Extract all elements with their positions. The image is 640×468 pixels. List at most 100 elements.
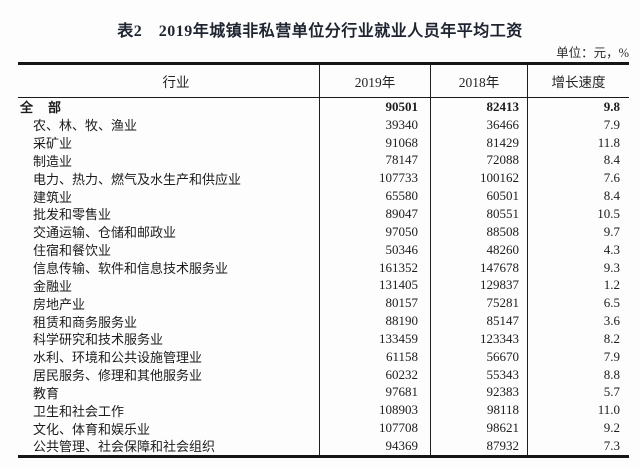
header-growth: 增长速度 <box>527 65 629 97</box>
industry-cell: 电力、热力、燃气及水生产和供应业 <box>33 171 242 187</box>
table-row: 居民服务、修理和其他服务业 60232 55343 8.8 <box>18 365 629 384</box>
table-row: 房地产业 80157 75281 6.5 <box>18 294 629 313</box>
value-2018-cell: 82413 <box>430 98 527 116</box>
table-row: 采矿业 91068 81429 11.8 <box>18 133 629 152</box>
value-2019-cell: 50346 <box>319 240 430 259</box>
value-2019-cell: 108903 <box>319 401 430 420</box>
table-row: 水利、环境和公共设施管理业 61158 56670 7.9 <box>18 347 629 366</box>
industry-cell: 全 部 <box>20 100 63 116</box>
industry-cell: 金融业 <box>33 278 73 294</box>
value-2018-cell: 72088 <box>430 151 527 170</box>
growth-cell: 7.9 <box>527 347 629 366</box>
growth-cell: 1.2 <box>527 276 629 295</box>
value-2019-cell: 65580 <box>319 187 430 206</box>
industry-cell: 教育 <box>33 385 60 401</box>
growth-cell: 8.4 <box>527 151 629 170</box>
table-header-row: 行业 2019年 2018年 增长速度 <box>18 65 629 98</box>
header-2018: 2018年 <box>430 65 527 97</box>
table-row-total: 全 部 90501 82413 9.8 <box>18 98 629 116</box>
value-2019-cell: 78147 <box>319 151 430 170</box>
value-2018-cell: 100162 <box>430 169 527 188</box>
value-2019-cell: 107708 <box>319 419 430 438</box>
value-2019-cell: 89047 <box>319 205 430 223</box>
value-2018-cell: 98118 <box>430 401 527 420</box>
value-2019-cell: 131405 <box>319 276 430 295</box>
value-2019-cell: 60232 <box>319 365 430 384</box>
growth-cell: 3.6 <box>527 312 629 330</box>
value-2019-cell: 107733 <box>319 169 430 188</box>
industry-cell: 批发和零售业 <box>33 207 112 223</box>
unit-note: 单位：元，% <box>556 46 629 60</box>
value-2019-cell: 161352 <box>319 258 430 277</box>
growth-cell: 9.3 <box>527 258 629 277</box>
industry-cell: 建筑业 <box>33 189 73 205</box>
value-2019-cell: 61158 <box>319 347 430 366</box>
table-row: 住宿和餐饮业 50346 48260 4.3 <box>18 240 629 259</box>
value-2019-cell: 91068 <box>319 133 430 152</box>
growth-cell: 8.4 <box>527 187 629 206</box>
value-2019-cell: 97681 <box>319 383 430 402</box>
table-row: 租赁和商务服务业 88190 85147 3.6 <box>18 312 629 330</box>
table-row: 建筑业 65580 60501 8.4 <box>18 187 629 206</box>
industry-cell: 文化、体育和娱乐业 <box>33 421 151 437</box>
table-row: 科学研究和技术服务业 133459 123343 8.2 <box>18 329 629 348</box>
value-2019-cell: 133459 <box>319 329 430 348</box>
industry-cell: 住宿和餐饮业 <box>33 243 112 259</box>
growth-cell: 7.6 <box>527 169 629 188</box>
growth-cell: 11.0 <box>527 401 629 420</box>
growth-cell: 7.9 <box>527 115 629 134</box>
value-2018-cell: 92383 <box>430 383 527 402</box>
value-2019-cell: 39340 <box>319 115 430 134</box>
growth-cell: 10.5 <box>527 205 629 223</box>
table-row: 电力、热力、燃气及水生产和供应业 107733 100162 7.6 <box>18 169 629 188</box>
value-2019-cell: 97050 <box>319 222 430 241</box>
value-2018-cell: 80551 <box>430 205 527 223</box>
industry-cell: 房地产业 <box>33 296 86 312</box>
table-title: 表2 2019年城镇非私营单位分行业就业人员年平均工资 <box>117 23 523 40</box>
value-2018-cell: 81429 <box>430 133 527 152</box>
value-2019-cell: 90501 <box>319 98 430 116</box>
value-2018-cell: 88508 <box>430 222 527 241</box>
header-industry: 行业 <box>162 75 190 90</box>
growth-cell: 8.8 <box>527 365 629 384</box>
growth-cell: 6.5 <box>527 294 629 313</box>
value-2018-cell: 56670 <box>430 347 527 366</box>
value-2018-cell: 129837 <box>430 276 527 295</box>
growth-cell: 9.2 <box>527 419 629 438</box>
table-row: 信息传输、软件和信息技术服务业 161352 147678 9.3 <box>18 258 629 277</box>
value-2018-cell: 60501 <box>430 187 527 206</box>
table-row: 批发和零售业 89047 80551 10.5 <box>18 205 629 223</box>
table-row: 卫生和社会工作 108903 98118 11.0 <box>18 401 629 420</box>
industry-cell: 水利、环境和公共设施管理业 <box>33 350 203 366</box>
value-2018-cell: 36466 <box>430 115 527 134</box>
growth-cell: 9.8 <box>527 98 629 116</box>
table-row: 金融业 131405 129837 1.2 <box>18 276 629 295</box>
industry-cell: 卫生和社会工作 <box>33 403 125 419</box>
header-2019: 2019年 <box>319 65 430 97</box>
growth-cell: 5.7 <box>527 383 629 402</box>
value-2019-cell: 80157 <box>319 294 430 313</box>
industry-cell: 租赁和商务服务业 <box>33 314 138 330</box>
table-row: 制造业 78147 72088 8.4 <box>18 151 629 170</box>
table-row: 文化、体育和娱乐业 107708 98621 9.2 <box>18 419 629 438</box>
value-2018-cell: 85147 <box>430 312 527 330</box>
industry-cell: 信息传输、软件和信息技术服务业 <box>33 261 229 277</box>
wage-table: 行业 2019年 2018年 增长速度 全 部 90501 82413 9.8 … <box>18 62 629 458</box>
value-2019-cell: 88190 <box>319 312 430 330</box>
value-2018-cell: 87932 <box>430 437 527 455</box>
value-2018-cell: 55343 <box>430 365 527 384</box>
table-row: 农、林、牧、渔业 39340 36466 7.9 <box>18 115 629 134</box>
industry-cell: 农、林、牧、渔业 <box>33 118 138 134</box>
industry-cell: 制造业 <box>33 153 73 169</box>
growth-cell: 4.3 <box>527 240 629 259</box>
growth-cell: 9.7 <box>527 222 629 241</box>
industry-cell: 居民服务、修理和其他服务业 <box>33 368 203 384</box>
value-2018-cell: 98621 <box>430 419 527 438</box>
industry-cell: 采矿业 <box>33 136 73 152</box>
growth-cell: 8.2 <box>527 329 629 348</box>
industry-cell: 交通运输、仓储和邮政业 <box>33 225 177 241</box>
value-2018-cell: 147678 <box>430 258 527 277</box>
growth-cell: 7.3 <box>527 437 629 455</box>
table-row: 教育 97681 92383 5.7 <box>18 383 629 402</box>
